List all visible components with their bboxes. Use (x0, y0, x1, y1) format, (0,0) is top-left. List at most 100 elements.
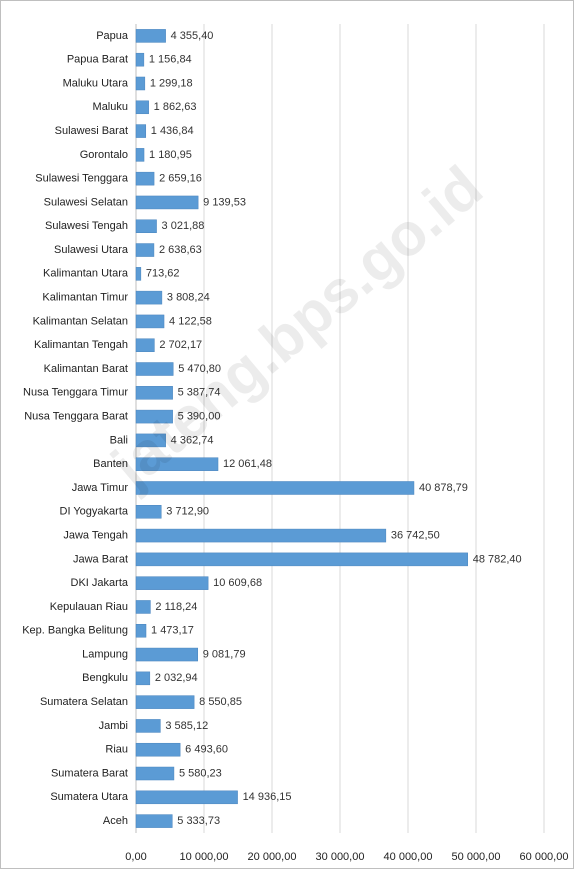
value-label: 3 712,90 (166, 506, 209, 518)
bar (135, 76, 146, 91)
y-tick-label: Kalimantan Tengah (34, 339, 128, 351)
value-label: 1 156,84 (149, 54, 192, 66)
x-tick-label: 20 000,00 (248, 851, 297, 863)
value-label: 40 878,79 (419, 482, 468, 494)
y-tick-label: Sumatera Utara (50, 791, 129, 803)
value-label: 5 390,00 (178, 411, 221, 423)
value-label: 6 493,60 (185, 744, 228, 756)
y-tick-label: Aceh (103, 815, 128, 827)
bar (135, 433, 166, 448)
value-label: 1 436,84 (151, 125, 194, 137)
y-tick-label: Nusa Tenggara Barat (24, 411, 128, 423)
value-label: 2 032,94 (155, 672, 198, 684)
value-label: 9 081,79 (203, 648, 246, 660)
y-tick-label: Kepulauan Riau (50, 601, 128, 613)
value-label: 2 702,17 (159, 339, 202, 351)
x-tick-label: 60 000,00 (520, 851, 569, 863)
value-label: 3 585,12 (165, 720, 208, 732)
bar (135, 671, 151, 686)
bar (135, 290, 163, 305)
bar (135, 219, 157, 233)
bar (135, 409, 173, 424)
bar (135, 481, 415, 495)
y-tick-label: Maluku (93, 101, 128, 113)
value-label: 5 470,80 (178, 363, 221, 375)
value-label: 1 473,17 (151, 625, 194, 637)
value-label: 3 808,24 (167, 292, 210, 304)
bar (135, 362, 174, 376)
y-tick-label: Maluku Utara (63, 77, 129, 89)
y-tick-label: Jawa Tengah (63, 529, 128, 541)
x-tick-label: 30 000,00 (316, 851, 365, 863)
bar (135, 29, 166, 43)
bar (135, 338, 155, 352)
y-tick-label: Sumatera Barat (51, 767, 128, 779)
value-label: 36 742,50 (391, 529, 440, 541)
value-label: 10 609,68 (213, 577, 262, 589)
bar (135, 719, 161, 733)
value-label: 12 061,48 (223, 458, 272, 470)
x-tick-label: 50 000,00 (452, 851, 501, 863)
bar (135, 100, 149, 115)
bar (135, 457, 219, 471)
y-tick-label: Sumatera Selatan (40, 696, 128, 708)
bar (135, 124, 147, 138)
bar (135, 600, 151, 614)
y-tick-label: DI Yogyakarta (60, 506, 129, 518)
y-tick-label: Kalimantan Barat (44, 363, 128, 375)
value-label: 4 355,40 (171, 30, 214, 42)
y-tick-label: Nusa Tenggara Timur (23, 387, 128, 399)
value-label: 2 638,63 (159, 244, 202, 256)
value-label: 2 659,16 (159, 173, 202, 185)
y-tick-label: Sulawesi Selatan (44, 196, 128, 208)
y-tick-label: Sulawesi Tenggara (35, 173, 129, 185)
bar (135, 814, 173, 828)
bar (135, 742, 181, 757)
value-label: 1 299,18 (150, 77, 193, 89)
y-tick-label: Jawa Timur (72, 482, 129, 494)
bar (135, 386, 173, 400)
x-tick-label: 10 000,00 (180, 851, 229, 863)
y-tick-label: Lampung (82, 648, 128, 660)
value-label: 4 362,74 (171, 434, 214, 446)
y-tick-label: Jawa Barat (73, 553, 128, 565)
y-tick-label: Riau (105, 744, 128, 756)
bar (135, 790, 238, 805)
value-label: 1 862,63 (154, 101, 197, 113)
value-label: 1 180,95 (149, 149, 192, 161)
y-tick-label: Gorontalo (80, 149, 128, 161)
y-tick-label: Kalimantan Selatan (33, 315, 128, 327)
value-label: 5 387,74 (178, 387, 221, 399)
value-label: 713,62 (146, 268, 180, 280)
y-tick-label: Bali (110, 434, 128, 446)
value-label: 14 936,15 (243, 791, 292, 803)
bar (135, 505, 162, 519)
y-tick-label: Kalimantan Timur (42, 292, 128, 304)
bar (135, 695, 195, 709)
value-label: 3 021,88 (162, 220, 205, 232)
y-tick-label: Sulawesi Tengah (45, 220, 128, 232)
y-tick-label: Jambi (99, 720, 128, 732)
bar (135, 647, 199, 662)
bar (135, 766, 175, 781)
x-tick-label: 40 000,00 (384, 851, 433, 863)
y-tick-label: Kep. Bangka Belitung (22, 625, 128, 637)
value-label: 48 782,40 (473, 553, 522, 565)
value-label: 4 122,58 (169, 315, 212, 327)
bar (135, 576, 209, 590)
x-tick-label: 0,00 (125, 851, 146, 863)
y-tick-label: Sulawesi Barat (55, 125, 128, 137)
y-tick-label: Papua Barat (67, 54, 128, 66)
y-tick-label: Sulawesi Utara (54, 244, 129, 256)
value-label: 2 118,24 (155, 601, 197, 613)
y-tick-label: Bengkulu (82, 672, 128, 684)
bar (135, 148, 145, 162)
bar (135, 52, 145, 67)
bar (135, 243, 155, 257)
y-tick-label: Banten (93, 458, 128, 470)
y-tick-label: Papua (96, 30, 129, 42)
value-label: 5 333,73 (177, 815, 220, 827)
y-tick-label: Kalimantan Utara (43, 268, 129, 280)
value-label: 5 580,23 (179, 767, 222, 779)
